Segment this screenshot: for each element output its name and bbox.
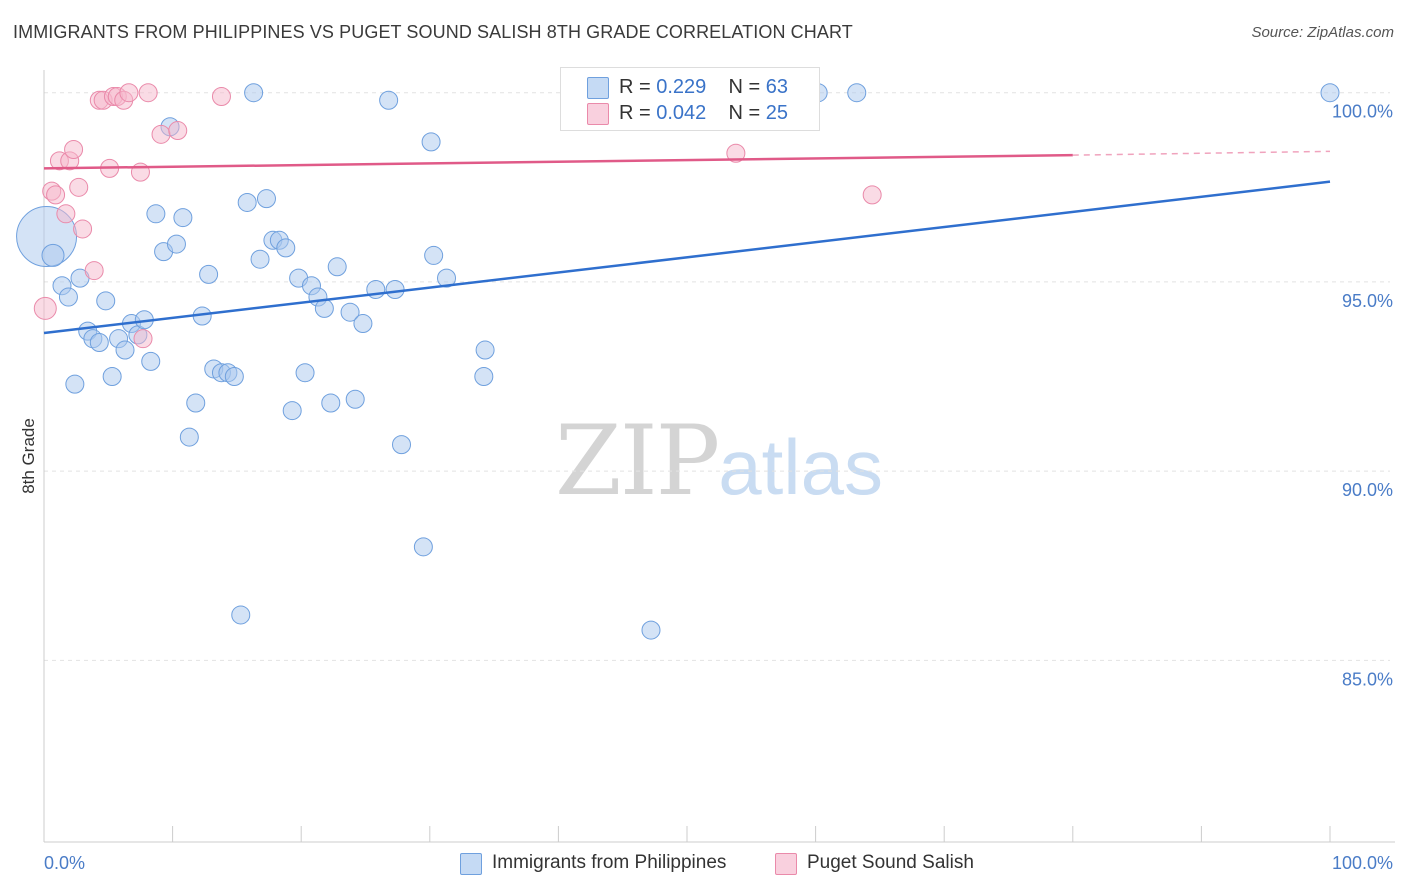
point-salish: [69, 177, 89, 197]
point-philippines: [1320, 83, 1340, 103]
trend-line-salish-extension: [1072, 150, 1331, 156]
watermark-zip: ZIP: [555, 405, 720, 517]
legend-swatch-salish: [587, 103, 609, 125]
point-philippines: [413, 537, 433, 557]
legend-n-label: N =: [728, 76, 766, 98]
point-philippines: [199, 264, 219, 284]
trend-lines: [43, 150, 1331, 335]
point-philippines: [295, 363, 315, 383]
point-salish: [73, 219, 93, 239]
point-philippines: [392, 435, 412, 455]
point-salish: [64, 139, 84, 159]
axes: [43, 70, 1395, 843]
point-salish: [46, 185, 66, 205]
point-philippines: [421, 132, 441, 152]
point-philippines: [424, 245, 444, 265]
point-philippines: [474, 367, 494, 387]
point-salish: [56, 204, 76, 224]
point-philippines: [173, 208, 193, 228]
bottom-legend-label-salish: Puget Sound Salish: [807, 852, 974, 873]
point-philippines: [321, 393, 341, 413]
y-tick-label: 100.0%: [1332, 102, 1393, 122]
point-philippines: [102, 367, 122, 387]
bottom-legend-swatch-salish: [775, 853, 797, 875]
point-philippines: [847, 83, 867, 103]
point-philippines: [186, 393, 206, 413]
source-label: Source: ZipAtlas.com: [1251, 24, 1394, 41]
point-philippines: [65, 374, 85, 394]
point-philippines: [256, 189, 276, 209]
y-tick-label: 95.0%: [1342, 291, 1393, 311]
point-salish: [211, 86, 231, 106]
point-philippines: [179, 427, 199, 447]
y-tick-label: 85.0%: [1342, 669, 1393, 689]
point-philippines: [244, 83, 264, 103]
correlation-legend: R = 0.229 N = 63 R = 0.042 N = 25: [560, 67, 820, 131]
point-salish: [726, 143, 746, 163]
point-philippines: [146, 204, 166, 224]
point-philippines: [314, 298, 334, 318]
point-philippines: [641, 620, 661, 640]
point-philippines: [282, 401, 302, 421]
watermark-atlas: atlas: [718, 423, 883, 511]
point-philippines: [327, 257, 347, 277]
point-salish: [138, 83, 158, 103]
point-philippines: [115, 340, 135, 360]
point-philippines: [141, 351, 161, 371]
y-tick-label: 90.0%: [1342, 480, 1393, 500]
bottom-legend-swatch-philippines: [460, 853, 482, 875]
point-salish: [84, 261, 104, 281]
point-philippines: [345, 389, 365, 409]
point-philippines: [250, 249, 270, 269]
point-salish: [33, 296, 57, 320]
legend-n-label: N =: [728, 102, 766, 124]
point-philippines: [379, 90, 399, 110]
point-philippines: [437, 268, 457, 288]
point-salish: [168, 121, 188, 141]
point-philippines: [58, 287, 78, 307]
point-salish: [151, 124, 171, 144]
legend-r-value: 0.229: [656, 76, 707, 98]
y-axis-title: 8th Grade: [19, 418, 38, 494]
point-salish: [862, 185, 882, 205]
point-salish: [133, 329, 153, 349]
point-philippines: [41, 243, 65, 267]
point-philippines: [224, 367, 244, 387]
point-philippines: [475, 340, 495, 360]
gridlines: [44, 92, 1390, 661]
trend-line-salish: [43, 153, 1073, 170]
point-philippines: [237, 192, 257, 212]
x-tick-label: 100.0%: [1332, 853, 1393, 873]
legend-swatch-philippines: [587, 77, 609, 99]
legend-r-label: R =: [619, 102, 657, 124]
point-philippines: [89, 332, 109, 352]
point-philippines: [231, 605, 251, 625]
trend-line-philippines: [43, 180, 1331, 335]
point-philippines: [166, 234, 186, 254]
point-philippines: [353, 314, 373, 334]
legend-n-value: 25: [765, 102, 789, 124]
legend-n-value: 63: [765, 76, 789, 98]
point-philippines: [276, 238, 296, 258]
x-tick-label: 0.0%: [44, 853, 85, 873]
point-philippines: [96, 291, 116, 311]
legend-r-label: R =: [619, 76, 657, 98]
watermark: ZIPatlas: [555, 405, 883, 517]
legend-r-value: 0.042: [656, 102, 707, 124]
point-philippines: [340, 302, 360, 322]
bottom-legend-label-philippines: Immigrants from Philippines: [492, 852, 727, 873]
chart-title: IMMIGRANTS FROM PHILIPPINES VS PUGET SOU…: [13, 22, 853, 42]
axis-labels: 85.0% 90.0% 95.0% 100.0% 0.0% 100.0% 8th Grade: [19, 102, 1393, 873]
point-philippines: [385, 279, 405, 299]
point-salish: [119, 83, 139, 103]
